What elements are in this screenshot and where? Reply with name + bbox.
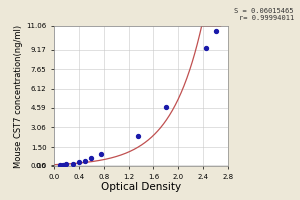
Point [204, 47, 209, 50]
Point [98, 153, 103, 156]
Point [136, 135, 140, 138]
Point [64, 163, 69, 166]
Point [83, 159, 88, 162]
Point [61, 163, 66, 167]
Point [70, 162, 75, 165]
Text: S = 0.06015465
r= 0.99994011: S = 0.06015465 r= 0.99994011 [235, 8, 294, 21]
Point [164, 106, 168, 109]
Point [213, 29, 218, 32]
Point [76, 161, 81, 164]
X-axis label: Optical Density: Optical Density [101, 182, 181, 192]
Point [89, 157, 94, 160]
Y-axis label: Mouse CST7 concentration(ng/ml): Mouse CST7 concentration(ng/ml) [14, 24, 23, 168]
Point [58, 164, 63, 167]
